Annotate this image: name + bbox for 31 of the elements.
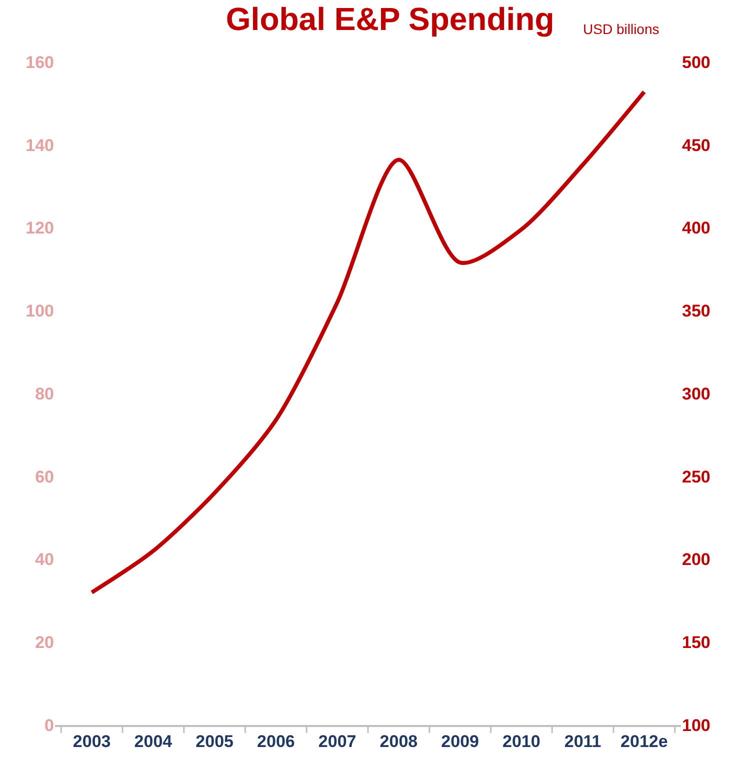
- y2-tick-label: 500: [682, 52, 710, 72]
- y2-tick-label: 350: [682, 302, 710, 321]
- x-tick-label: 2006: [257, 732, 295, 752]
- x-tick-label: 2007: [318, 732, 356, 752]
- y-tick-label: 20: [35, 633, 54, 652]
- y2-tick-label: 250: [682, 467, 710, 486]
- x-tick-label: 2012e: [620, 732, 668, 752]
- line-series: [90, 90, 646, 594]
- y-tick-label: 160: [26, 52, 54, 72]
- y-tick-label: 120: [26, 218, 54, 238]
- y-tick-label: 60: [35, 467, 54, 486]
- y-tick-label: 140: [26, 136, 54, 155]
- y-tick-label: 40: [35, 550, 54, 570]
- chart-subtitle: USD billions: [583, 21, 660, 37]
- x-tick-label: 2005: [196, 732, 234, 752]
- x-tick-label: 2003: [72, 732, 111, 752]
- x-tick-label: 2011: [564, 732, 602, 752]
- y2-tick-label: 300: [682, 384, 710, 404]
- y2-tick-label: 150: [682, 633, 710, 652]
- y2-tick-label: 450: [682, 136, 710, 155]
- x-tick-label: 2008: [380, 732, 418, 752]
- x-tick-label: 2009: [441, 732, 479, 752]
- y-tick-label: 100: [26, 302, 54, 321]
- y2-tick-label: 100: [682, 716, 710, 735]
- x-tick-label: 2010: [502, 732, 540, 752]
- y2-tick-label: 200: [682, 550, 710, 570]
- y-tick-label: 80: [35, 384, 54, 404]
- x-tick-label: 2004: [134, 732, 173, 752]
- y2-tick-label: 400: [682, 218, 710, 238]
- y-tick-label: 0: [44, 716, 54, 735]
- chart-title: Global E&P Spending: [226, 1, 554, 38]
